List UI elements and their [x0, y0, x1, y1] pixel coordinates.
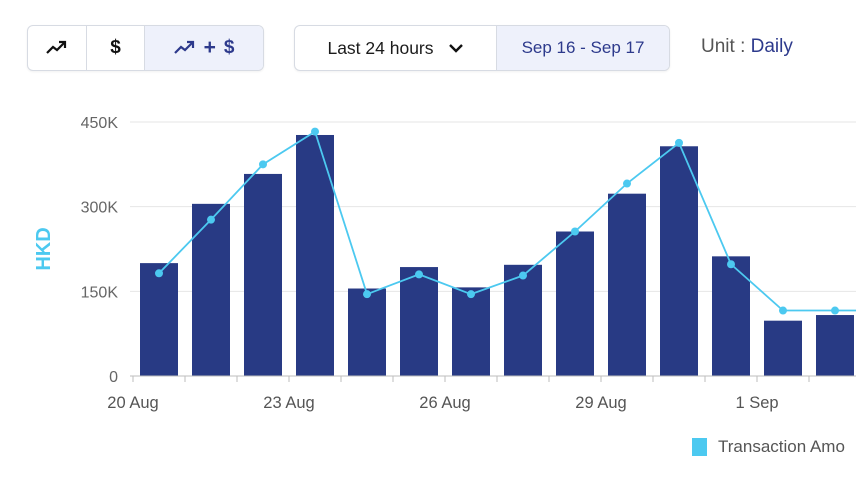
chart-legend[interactable]: Transaction Amo — [692, 437, 845, 457]
line-series — [155, 127, 856, 315]
bar — [816, 315, 854, 376]
unit-prefix: Unit : — [701, 36, 746, 57]
line-point — [155, 269, 163, 278]
line-point — [467, 290, 475, 299]
bar — [400, 267, 438, 376]
trend-view-button[interactable] — [28, 26, 86, 70]
x-tick-label: 29 Aug — [575, 394, 626, 412]
line-point — [675, 138, 683, 147]
amount-view-button[interactable]: $ — [86, 26, 144, 70]
x-tick-label: 23 Aug — [263, 394, 314, 412]
axes: 0 150K 300K 450K 20 Aug 23 Aug 26 Aug 29 Aug 1 S… — [33, 115, 856, 412]
bar — [712, 256, 750, 376]
line-point — [779, 306, 787, 315]
date-range-label: Sep 16 - Sep 17 — [521, 38, 645, 57]
x-tick-label: 20 Aug — [107, 394, 158, 412]
dollar-icon: $ — [223, 37, 235, 58]
bar-series — [140, 134, 854, 376]
bar — [660, 146, 698, 376]
x-tick-label: 1 Sep — [735, 394, 778, 412]
legend-label: Transaction Amo — [718, 437, 845, 456]
unit-value[interactable]: Daily — [750, 36, 793, 57]
legend-swatch — [692, 438, 707, 456]
line-point — [831, 306, 839, 315]
bar — [608, 193, 646, 376]
bar — [348, 288, 386, 376]
bar — [192, 203, 230, 376]
chart-toolbar: $ + $ Last 24 hours Sep 16 - Sep 17 Unit… — [0, 0, 856, 90]
y-axis-title: HKD — [33, 227, 55, 270]
date-range-button[interactable]: Sep 16 - Sep 17 — [496, 26, 669, 70]
view-mode-toggle: $ + $ — [27, 25, 264, 71]
bar — [556, 231, 594, 376]
bar — [764, 320, 802, 376]
period-dropdown[interactable]: Last 24 hours — [295, 26, 496, 70]
line-point — [727, 260, 735, 269]
line-point — [519, 271, 527, 280]
bar — [504, 264, 542, 376]
bar — [244, 173, 282, 376]
y-tick-label: 150K — [81, 284, 119, 301]
plus-sign: + — [203, 36, 216, 59]
bar — [296, 134, 334, 376]
y-tick-label: 300K — [81, 200, 119, 217]
dollar-icon: $ — [110, 37, 121, 58]
bar — [140, 263, 178, 376]
line-point — [415, 270, 423, 279]
line-point — [207, 215, 215, 224]
y-tick-label: 450K — [81, 115, 119, 132]
line-point — [623, 179, 631, 188]
line-point — [363, 290, 371, 299]
trend-icon — [173, 38, 196, 59]
unit-indicator: Unit : Daily — [701, 36, 793, 58]
date-range-selector: Last 24 hours Sep 16 - Sep 17 — [294, 25, 670, 71]
trend-icon — [46, 38, 68, 59]
combined-view-button[interactable]: + $ — [144, 26, 263, 70]
bar — [452, 287, 490, 376]
line-point — [311, 127, 319, 136]
y-tick-label: 0 — [109, 369, 118, 386]
x-tick-label: 26 Aug — [419, 394, 470, 412]
chevron-down-icon — [448, 43, 464, 53]
line-point — [259, 160, 267, 169]
period-label: Last 24 hours — [327, 37, 434, 58]
line-point — [571, 227, 579, 236]
